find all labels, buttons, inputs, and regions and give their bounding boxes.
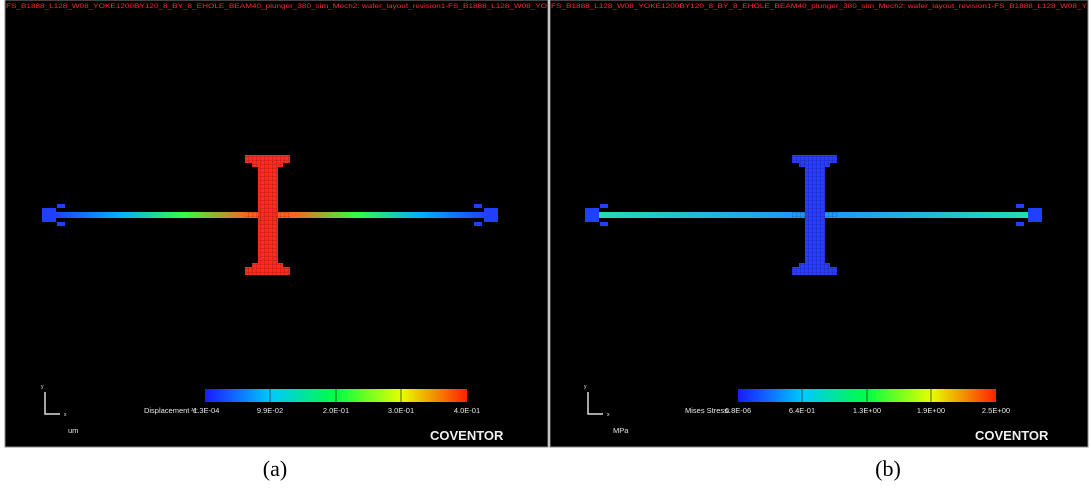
colorbar-tick: -1.3E-04 — [191, 406, 220, 415]
colorbar-tick: 6.4E-01 — [789, 406, 815, 415]
colorbar-tick: 4.0E-01 — [454, 406, 480, 415]
caption: (a) — [263, 456, 287, 481]
figure: FS_B1888_L128_W08_YOKE1200BY120_8_BY_8_E… — [0, 0, 1091, 488]
colorbar-tick: 3.0E-01 — [388, 406, 414, 415]
legend-label: Mises Stress: — [685, 406, 730, 415]
panel-b: FS_B1888_L128_W08_YOKE1200BY120_8_BY_8_E… — [550, 0, 1088, 447]
unit: um — [68, 426, 78, 435]
brand: COVENTOR — [430, 428, 504, 443]
window-title: FS_B1888_L128_W08_YOKE1200BY120_8_BY_8_E… — [6, 3, 547, 10]
colorbar-tick: 2.5E+00 — [982, 406, 1010, 415]
colorbar-tick: 1.3E+00 — [853, 406, 881, 415]
window-title: FS_B1888_L128_W08_YOKE1200BY120_8_BY_8_E… — [551, 3, 1088, 10]
panel-a: FS_B1888_L128_W08_YOKE1200BY120_8_BY_8_E… — [5, 0, 548, 447]
unit: MPa — [613, 426, 629, 435]
colorbar-tick: 1.9E+00 — [917, 406, 945, 415]
caption: (b) — [875, 456, 901, 481]
colorbar-tick: 2.0E-01 — [323, 406, 349, 415]
colorbar-tick: 6.8E-06 — [725, 406, 751, 415]
brand: COVENTOR — [975, 428, 1049, 443]
colorbar-tick: 9.9E-02 — [257, 406, 283, 415]
